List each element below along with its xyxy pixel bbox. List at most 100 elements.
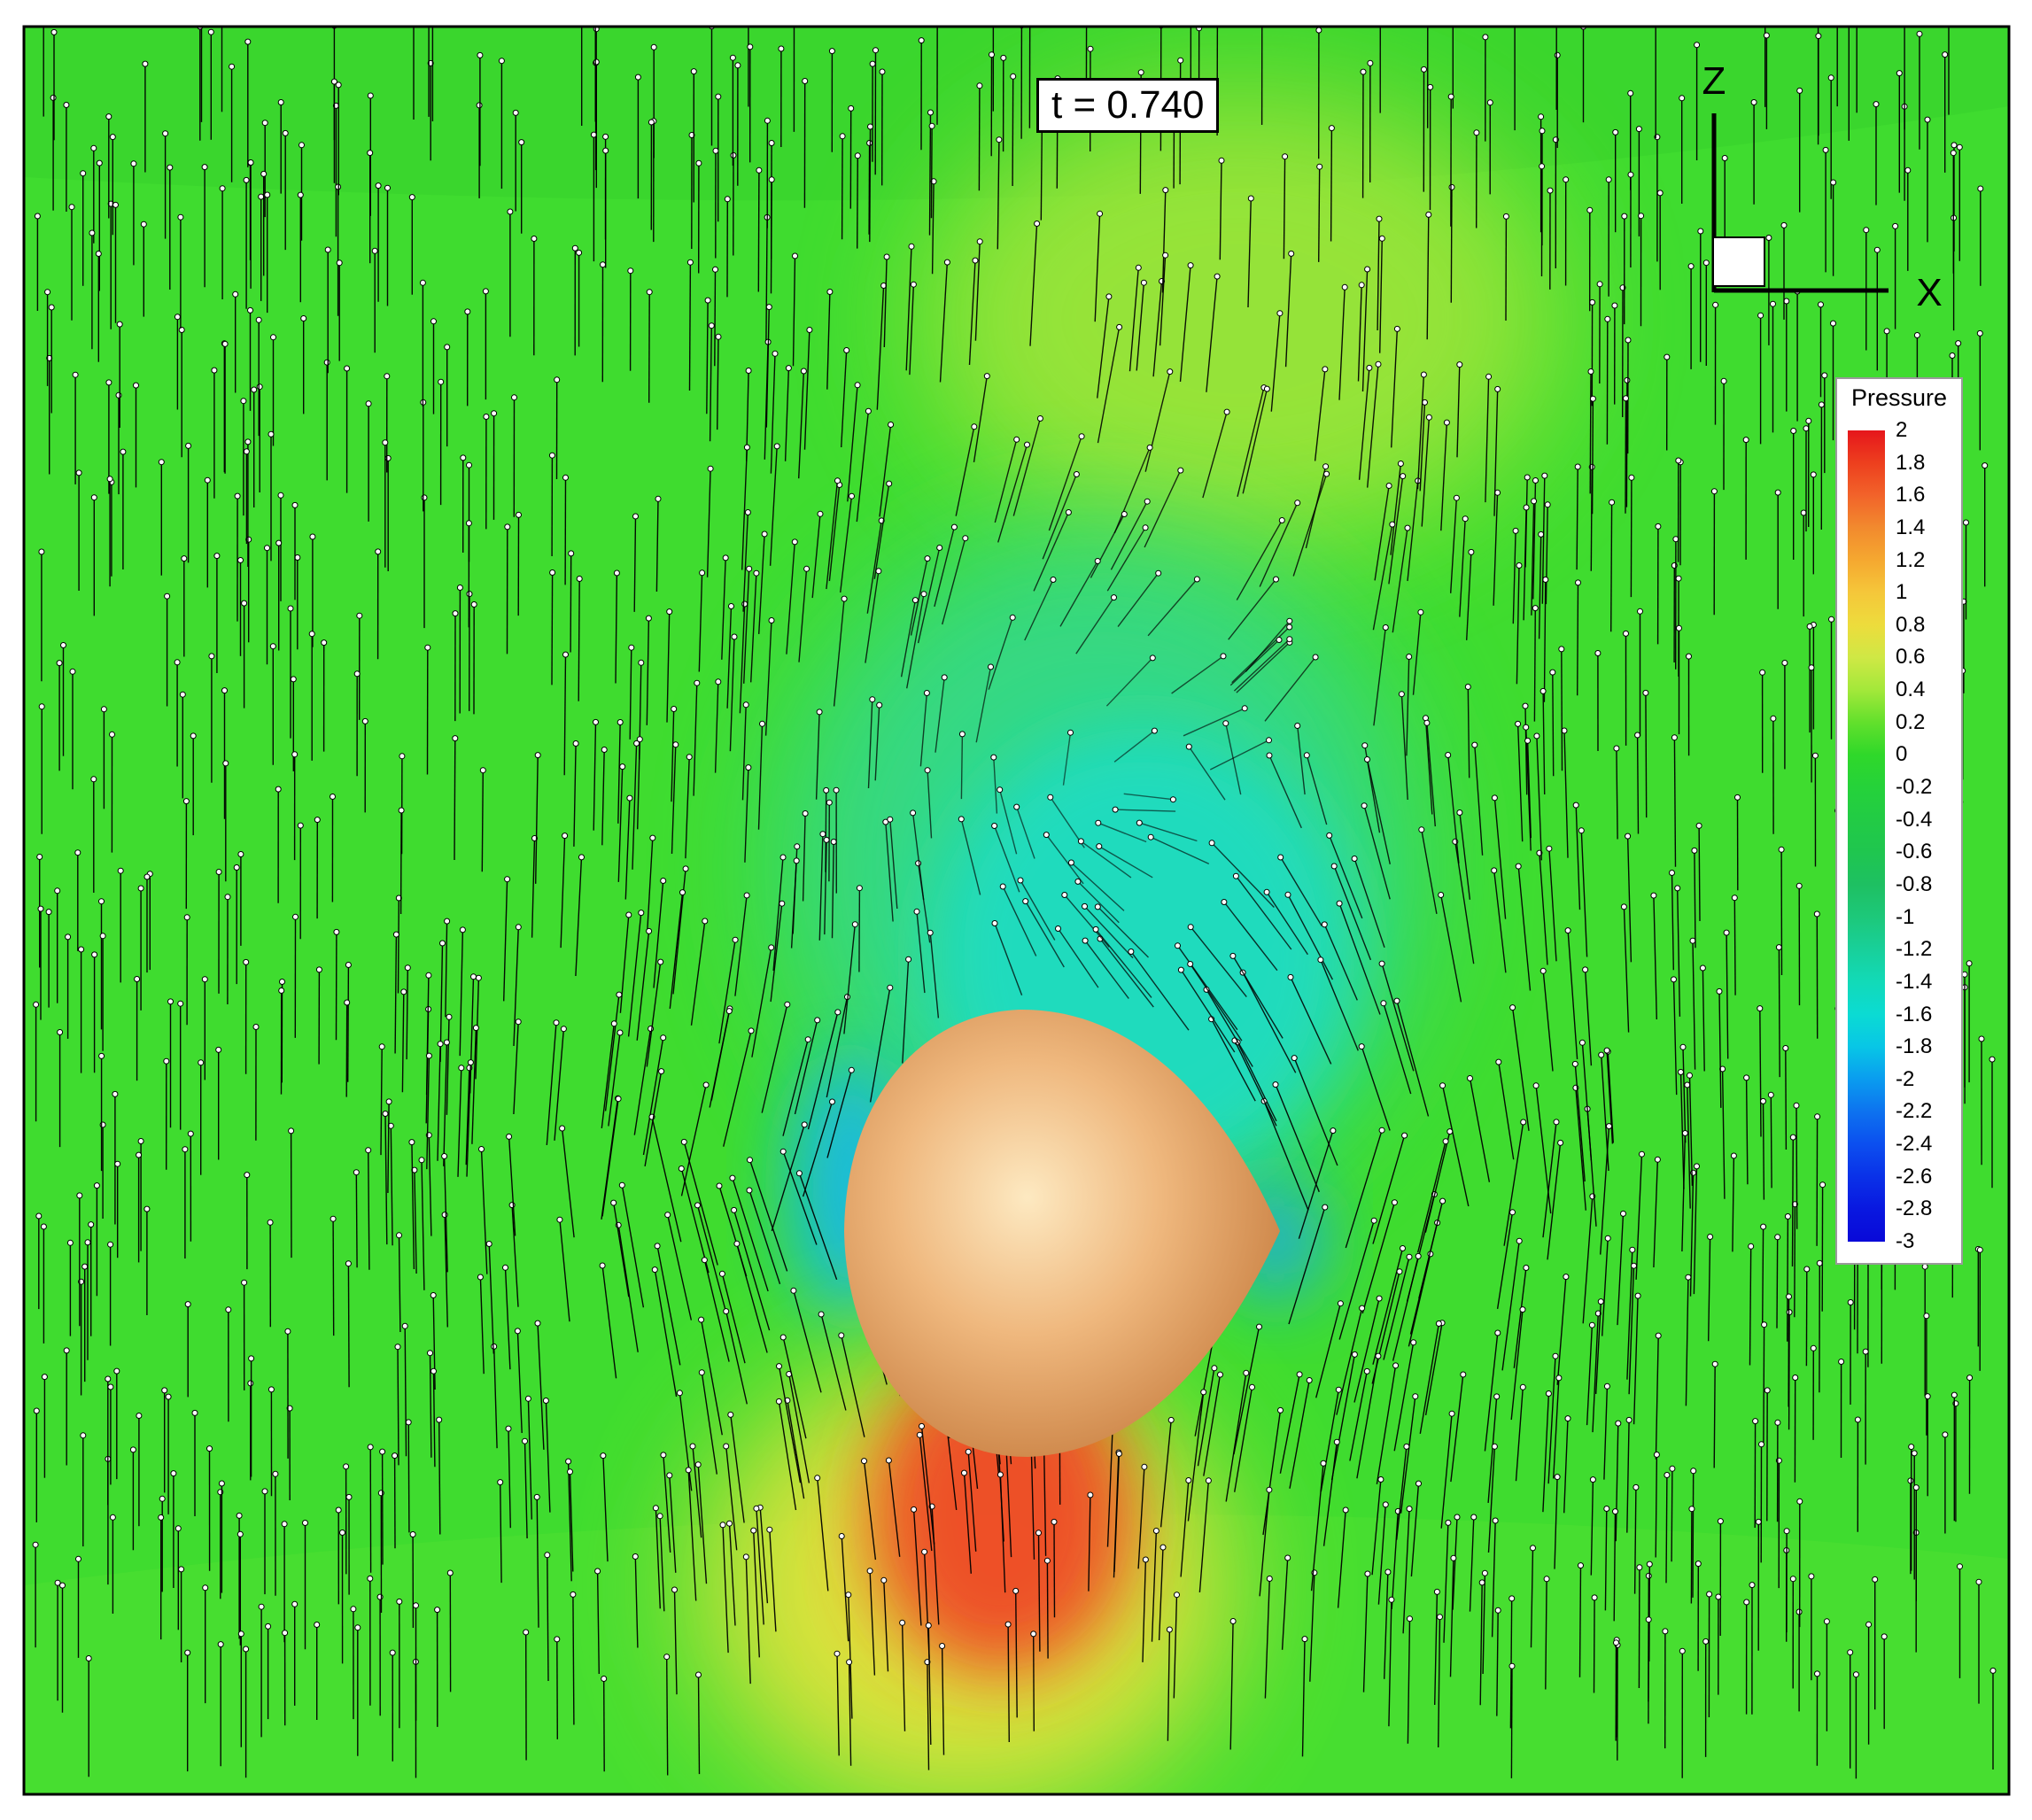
velocity-vector xyxy=(1110,500,1148,570)
vector-arrowhead xyxy=(179,691,186,698)
vector-arrowhead xyxy=(1538,531,1545,538)
vector-arrowhead xyxy=(802,810,809,817)
vector-arrowhead xyxy=(913,908,920,915)
velocity-vector xyxy=(736,1243,768,1353)
vector-arrowhead xyxy=(1621,213,1628,220)
vector-arrowhead xyxy=(830,839,837,845)
vector-arrowhead xyxy=(68,204,75,211)
velocity-vector xyxy=(975,666,992,743)
velocity-vector xyxy=(1392,1256,1419,1361)
velocity-vector xyxy=(332,1219,335,1336)
velocity-vector xyxy=(815,711,820,800)
velocity-vector xyxy=(1349,1371,1368,1461)
vector-arrowhead xyxy=(1096,843,1103,850)
vector-arrowhead xyxy=(265,1623,272,1630)
vector-arrowhead xyxy=(1175,942,1181,949)
vector-arrowhead xyxy=(201,976,208,983)
vector-arrowhead xyxy=(1266,752,1273,759)
velocity-vector xyxy=(531,838,536,938)
vector-arrowhead xyxy=(1140,279,1147,286)
vector-arrowhead xyxy=(1306,1377,1313,1383)
vector-arrowhead xyxy=(655,495,662,502)
velocity-vector xyxy=(1247,197,1252,308)
vector-arrowhead xyxy=(826,799,833,806)
vector-arrowhead xyxy=(617,1029,624,1036)
velocity-vector xyxy=(1419,402,1426,492)
velocity-vector xyxy=(919,1435,933,1552)
vector-arrowhead xyxy=(1982,462,1989,469)
velocity-vector xyxy=(1353,858,1385,949)
triad-square xyxy=(1712,236,1765,287)
vector-arrowhead xyxy=(1320,1460,1327,1467)
velocity-vector xyxy=(1383,1003,1412,1095)
velocity-vector xyxy=(1698,825,1701,922)
vector-arrowhead xyxy=(1603,1382,1610,1390)
vector-arrowhead xyxy=(1951,1391,1958,1398)
vector-arrowhead xyxy=(819,831,826,838)
velocity-vector xyxy=(1194,1338,1214,1437)
vector-arrowhead xyxy=(1415,1252,1422,1259)
velocity-vector xyxy=(1237,1042,1277,1122)
velocity-vector xyxy=(1377,1504,1386,1605)
vector-arrowhead xyxy=(163,1057,170,1065)
legend-tick-label: -1.6 xyxy=(1896,1002,1933,1026)
vector-arrowhead xyxy=(100,706,107,713)
vector-arrowhead xyxy=(1294,723,1301,729)
vector-arrowhead xyxy=(826,289,834,295)
velocity-vector xyxy=(1320,959,1359,1051)
velocity-vector xyxy=(655,499,659,592)
vector-arrowhead xyxy=(1978,1035,1985,1042)
velocity-vector xyxy=(782,1336,807,1439)
velocity-vector xyxy=(717,337,719,430)
vector-arrowhead xyxy=(1004,1621,1012,1628)
velocity-vector xyxy=(1262,1410,1282,1536)
legend-tick-label: -0.8 xyxy=(1896,871,1933,896)
vector-arrowhead xyxy=(1491,1443,1498,1450)
vector-arrowhead xyxy=(1675,457,1682,464)
velocity-vector xyxy=(444,1214,448,1328)
vector-arrowhead xyxy=(323,359,330,366)
velocity-vector xyxy=(1097,906,1149,958)
velocity-vector xyxy=(1485,376,1490,503)
vector-arrowhead xyxy=(436,1416,443,1423)
vector-arrowhead xyxy=(1166,1626,1173,1633)
vector-arrowhead xyxy=(162,130,169,137)
vector-arrowhead xyxy=(1742,437,1749,444)
vector-arrowhead xyxy=(888,422,895,428)
vector-arrowhead xyxy=(1401,1132,1408,1139)
velocity-vector xyxy=(873,483,890,579)
velocity-vector xyxy=(1279,1374,1300,1474)
vector-arrowhead xyxy=(766,1526,773,1533)
vector-arrowhead xyxy=(1382,624,1389,631)
vector-arrowhead xyxy=(846,1659,853,1666)
velocity-vector xyxy=(788,1374,810,1483)
vector-arrowhead xyxy=(476,102,483,109)
vector-arrowhead xyxy=(1852,1671,1859,1678)
vector-arrowhead xyxy=(1697,228,1704,235)
legend-color-bar xyxy=(1848,430,1885,1242)
vector-arrowhead xyxy=(976,82,983,89)
vector-arrowhead xyxy=(292,913,299,920)
vector-arrowhead xyxy=(1654,1156,1661,1163)
vector-arrowhead xyxy=(396,1598,403,1605)
vector-arrowhead xyxy=(478,1146,485,1152)
vector-arrowhead xyxy=(1193,576,1200,583)
velocity-vector xyxy=(1440,422,1448,531)
vector-arrowhead xyxy=(96,159,103,167)
vector-arrowhead xyxy=(1410,1339,1417,1346)
vector-arrowhead xyxy=(1873,246,1881,253)
vector-arrowhead xyxy=(652,1505,659,1512)
vector-arrowhead xyxy=(976,238,983,245)
vector-arrowhead xyxy=(1710,488,1718,495)
vector-arrowhead xyxy=(204,476,211,484)
vector-arrowhead xyxy=(258,1603,265,1610)
vector-arrowhead xyxy=(1543,1576,1550,1583)
vector-arrowhead xyxy=(663,1653,671,1661)
legend-tick-label: 1.8 xyxy=(1896,450,1926,475)
vector-arrowhead xyxy=(33,1407,40,1414)
vector-arrowhead xyxy=(761,531,768,538)
vector-arrowhead xyxy=(996,136,1003,143)
vector-arrowhead xyxy=(497,1479,504,1486)
vector-arrowhead xyxy=(1846,11,1851,16)
vector-arrowhead xyxy=(515,924,522,931)
